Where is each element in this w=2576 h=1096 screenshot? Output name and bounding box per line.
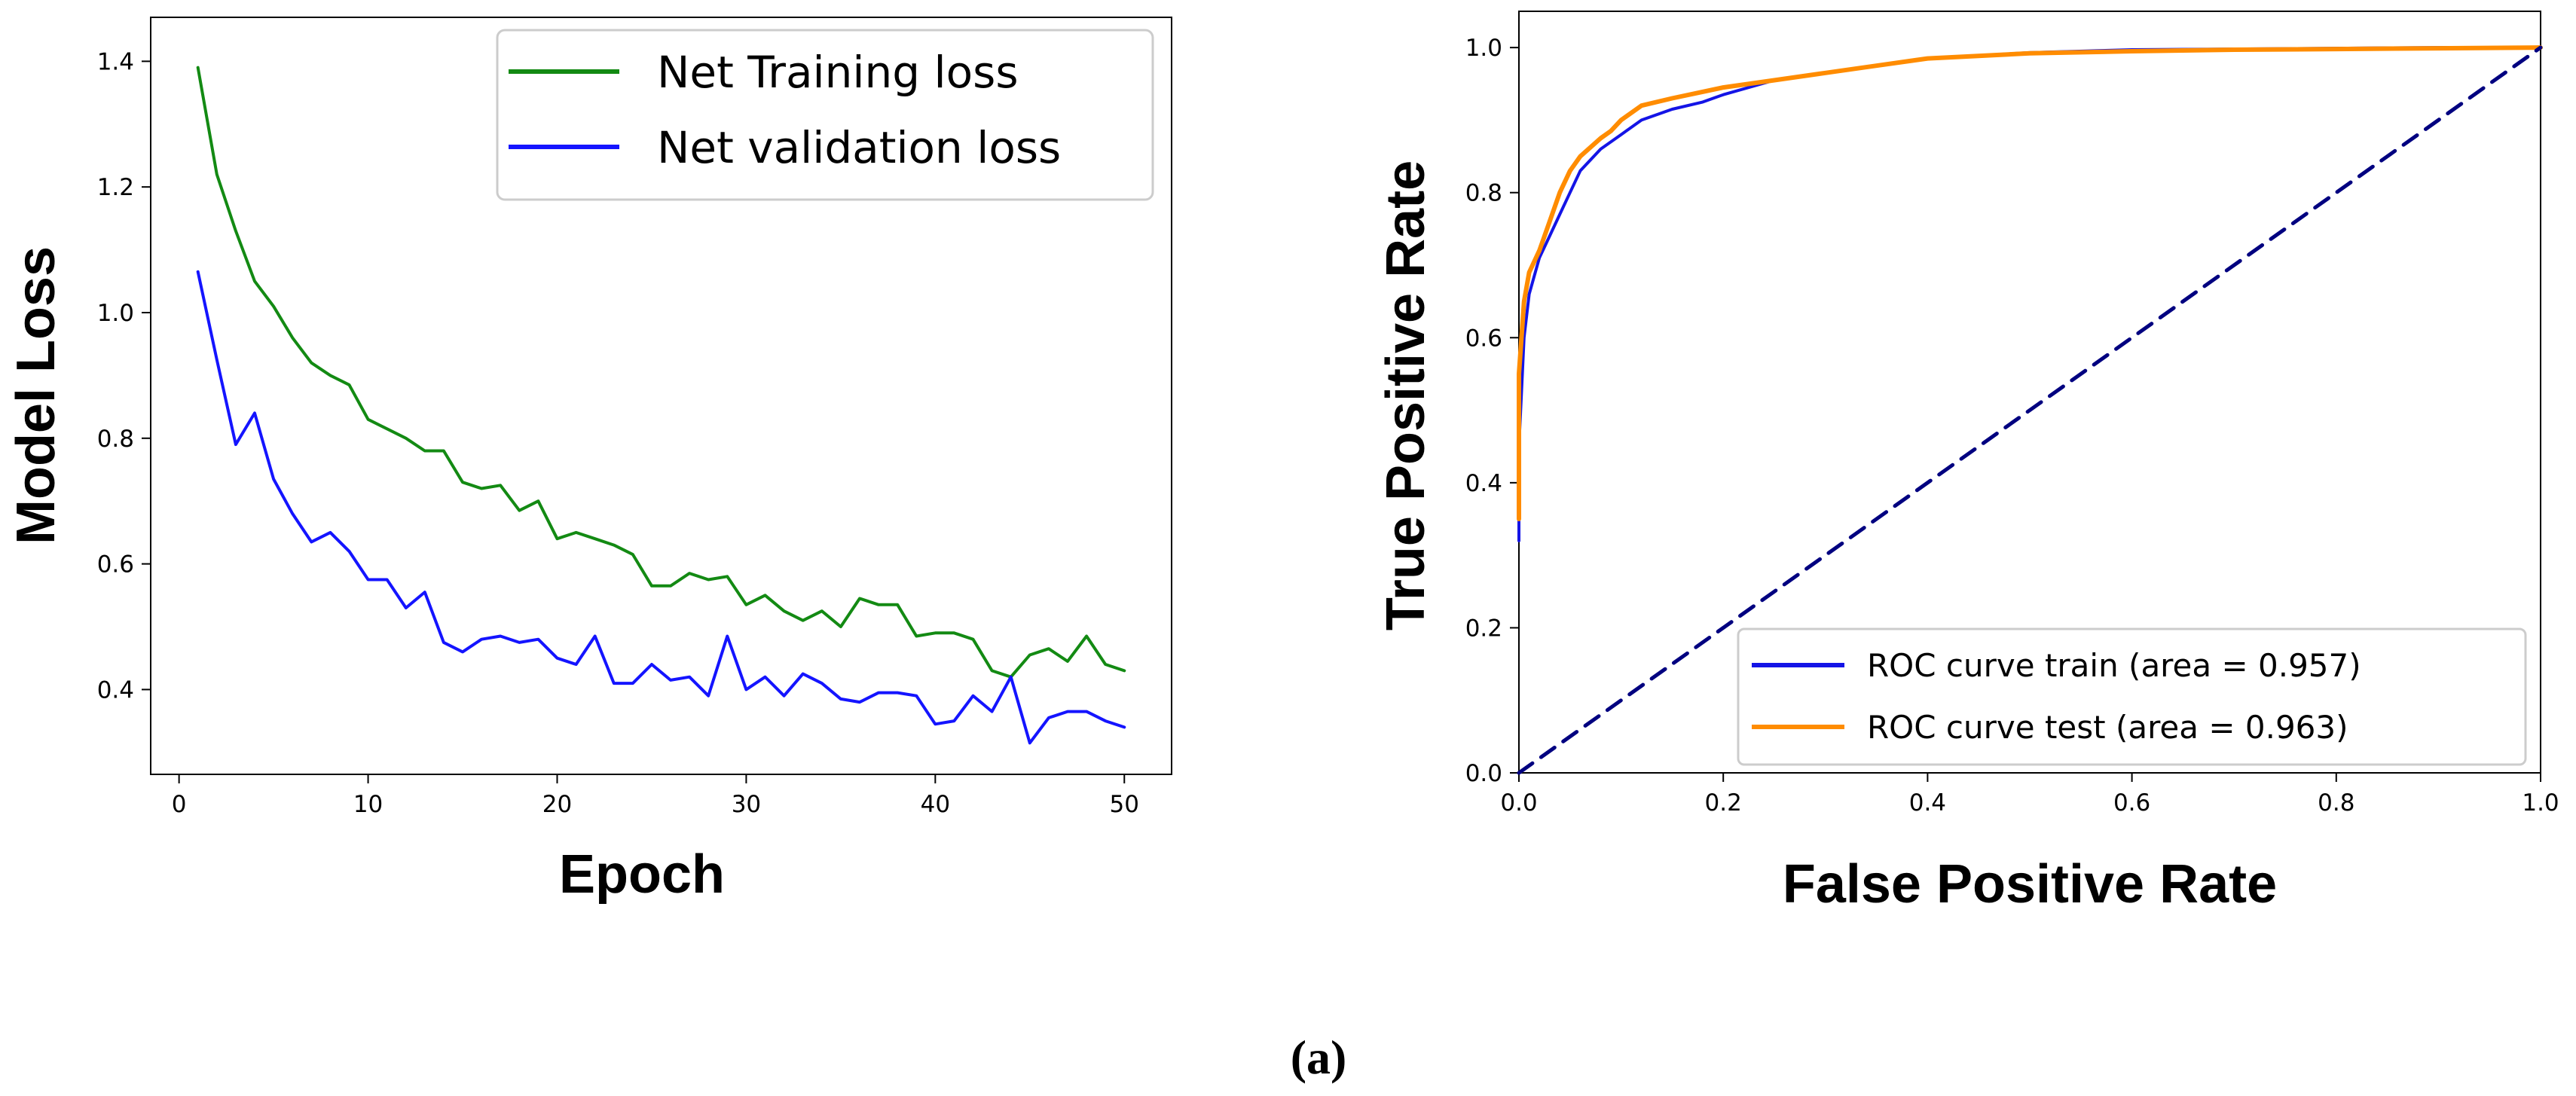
loss-legend-box [496, 29, 1154, 201]
loss-y-tick-label: 0.4 [97, 676, 134, 704]
loss-series-net-validation-loss [196, 270, 1126, 745]
roc-y-tick-label: 0.6 [1465, 325, 1502, 352]
roc-y-tick-label: 0.8 [1465, 180, 1502, 207]
loss-y-tick-label: 0.8 [97, 426, 134, 453]
loss-x-tick-label: 0 [172, 791, 187, 818]
roc-y-tick-label: 0.4 [1465, 470, 1502, 497]
loss-x-tick-label: 30 [732, 791, 761, 818]
loss-x-tick-label: 40 [921, 791, 950, 818]
legend-label-train: ROC curve train (area = 0.957) [1867, 647, 2361, 684]
roc-y-tick-label: 1.0 [1465, 35, 1502, 62]
loss-y-tick-label: 1.4 [97, 48, 134, 75]
loss-series-net-training-loss [196, 66, 1126, 679]
loss-x-tick-label: 10 [353, 791, 383, 818]
loss-x-axis-label: Epoch [559, 844, 725, 905]
roc-x-tick-label: 0.4 [1909, 789, 1946, 817]
loss-y-tick-label: 0.6 [97, 551, 134, 579]
loss-x-tick-label: 20 [542, 791, 572, 818]
roc-series-roc-curve-test-area-0-963 [1517, 45, 2543, 521]
roc-x-tick-label: 0.2 [1705, 789, 1742, 817]
roc-x-tick-label: 0.8 [2318, 789, 2354, 817]
roc-x-tick-label: 0.0 [1500, 789, 1537, 817]
loss-x-tick-label: 50 [1110, 791, 1139, 818]
loss-chart: 0 10 20 30 40 50 0.4 0.6 0.8 1.0 1.2 1.4 Epoch Mode… [6, 17, 1172, 905]
legend-label-training: Net Training loss [657, 47, 1019, 98]
figure-caption: (a) [1291, 1030, 1347, 1084]
roc-x-tick-label: 1.0 [2522, 789, 2559, 817]
loss-legend: Net Training loss Net validation loss [496, 29, 1154, 201]
roc-x-tick-label: 0.6 [2113, 789, 2150, 817]
roc-series-roc-curve-train-area-0-957 [1517, 46, 2542, 542]
loss-y-tick-label: 1.2 [97, 174, 134, 201]
loss-y-axis-label: Model Loss [6, 246, 66, 545]
loss-y-tick-label: 1.0 [97, 300, 134, 327]
loss-plot-frame [150, 17, 1172, 775]
roc-y-tick-label: 0.2 [1465, 615, 1502, 642]
roc-y-tick-label: 0.0 [1465, 760, 1502, 787]
roc-y-axis-label: True Positive Rate [1376, 160, 1436, 630]
roc-legend: ROC curve train (area = 0.957) ROC curve… [1737, 627, 2527, 766]
roc-chart: 0.0 0.2 0.4 0.6 0.8 1.0 0.0 0.2 0.4 0.6 0.8 1.0 Fal… [1376, 11, 2559, 914]
legend-label-validation: Net validation loss [657, 122, 1061, 173]
roc-x-axis-label: False Positive Rate [1783, 854, 2277, 914]
roc-chance-diagonal [1517, 45, 2543, 775]
legend-label-test: ROC curve test (area = 0.963) [1867, 709, 2348, 746]
roc-legend-box [1737, 627, 2527, 766]
